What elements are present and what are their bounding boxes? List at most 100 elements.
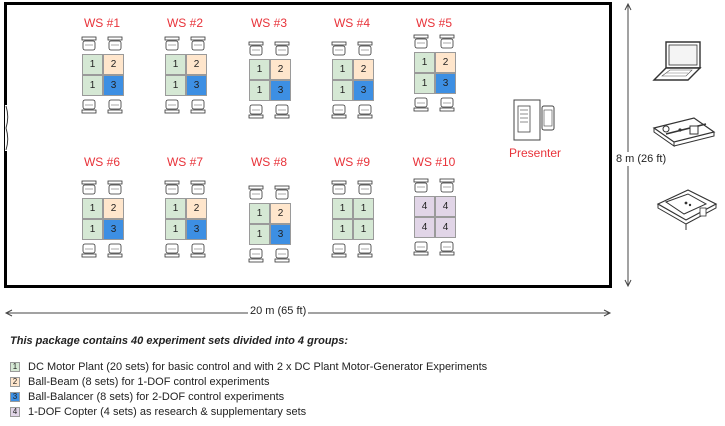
- chair-row: [163, 180, 207, 196]
- workstation-5: WS #5 1 2 1 3: [396, 14, 472, 124]
- workstation-label: WS #8: [250, 155, 287, 169]
- chair-icon: [413, 241, 429, 256]
- legend-swatch: 2: [10, 376, 20, 387]
- experiment-set-cell: 1: [82, 75, 103, 96]
- chair-icon: [357, 180, 373, 195]
- package-title: This package contains 40 experiment sets…: [10, 335, 349, 347]
- chair-row: [330, 242, 374, 258]
- height-dimension-line: [624, 2, 632, 288]
- laptop-icon: [652, 41, 702, 81]
- chair-icon: [413, 97, 429, 112]
- chair-icon: [81, 99, 97, 114]
- chair-icon: [357, 243, 373, 258]
- chair-row: [330, 180, 374, 196]
- experiment-set-cell: 2: [186, 198, 207, 219]
- experiment-set-cell: 1: [165, 198, 186, 219]
- group-legend: 1 DC Motor Plant (20 sets) for basic cont…: [10, 359, 487, 419]
- chair-icon: [331, 41, 347, 56]
- experiment-set-cell: 1: [332, 59, 353, 80]
- experiment-set-cell: 1: [332, 198, 353, 219]
- legend-text: Ball-Beam (8 sets) for 1-DOF control exp…: [28, 375, 270, 388]
- chair-icon: [190, 180, 206, 195]
- experiment-set-cell: 4: [414, 196, 435, 217]
- workstation-6: WS #6 1 2 1 3: [64, 155, 140, 270]
- chair-row: [412, 178, 456, 194]
- legend-row-group-4: 4 1-DOF Copter (4 sets) as research & sup…: [10, 404, 487, 419]
- ball-balancer-device-icon: [656, 189, 718, 230]
- experiment-set-cell: 3: [186, 75, 207, 96]
- chair-icon: [164, 99, 180, 114]
- workstation-3: WS #3 1 2 1 3: [231, 16, 307, 131]
- chair-row: [80, 36, 124, 52]
- legend-row-group-1: 1 DC Motor Plant (20 sets) for basic cont…: [10, 359, 487, 374]
- experiment-set-cell: 1: [165, 75, 186, 96]
- legend-text: 1-DOF Copter (4 sets) as research & supp…: [28, 405, 307, 418]
- experiment-set-cell: 1: [165, 54, 186, 75]
- workstation-label: WS #5: [415, 16, 452, 30]
- experiment-set-cell: 1: [332, 80, 353, 101]
- experiment-set-cell: 1: [414, 52, 435, 73]
- chair-row: [412, 96, 456, 112]
- experiment-set-cell: 2: [270, 59, 291, 80]
- chair-icon: [413, 34, 429, 49]
- width-dimension-label: 20 m (65 ft): [248, 305, 309, 317]
- chair-icon: [331, 243, 347, 258]
- chair-icon: [274, 248, 290, 263]
- workstation-label: WS #10: [412, 155, 456, 169]
- experiment-set-cell: 2: [435, 52, 456, 73]
- chair-row: [330, 41, 374, 57]
- experiment-set-cell: 1: [249, 203, 270, 224]
- experiment-set-cell: 3: [186, 219, 207, 240]
- experiment-set-cell: 3: [353, 80, 374, 101]
- experiment-set-cell: 2: [103, 54, 124, 75]
- chair-row: [247, 185, 291, 201]
- workstation-label: WS #3: [250, 16, 287, 30]
- height-dimension-label: 8 m (26 ft): [616, 152, 667, 166]
- experiment-set-cell: 3: [435, 73, 456, 94]
- experiment-set-cell: 1: [414, 73, 435, 94]
- workstation-label: WS #9: [333, 155, 370, 169]
- chair-row: [330, 103, 374, 119]
- experiment-set-cell: 3: [270, 80, 291, 101]
- door-icon: [5, 105, 19, 151]
- experiment-set-cell: 4: [435, 196, 456, 217]
- chair-row: [163, 36, 207, 52]
- experiment-set-cell: 2: [270, 203, 291, 224]
- chair-row: [163, 98, 207, 114]
- experiment-set-cell: 1: [353, 219, 374, 240]
- chair-icon: [248, 104, 264, 119]
- chair-row: [80, 180, 124, 196]
- chair-icon: [164, 243, 180, 258]
- chair-row: [412, 240, 456, 256]
- chair-row: [247, 41, 291, 57]
- chair-icon: [248, 248, 264, 263]
- chair-icon: [164, 180, 180, 195]
- workstation-label: WS #1: [83, 16, 120, 30]
- chair-icon: [439, 178, 455, 193]
- chair-icon: [107, 243, 123, 258]
- experiment-set-cell: 1: [353, 198, 374, 219]
- workstation-label: WS #4: [333, 16, 370, 30]
- experiment-set-cell: 3: [270, 224, 291, 245]
- experiment-set-cell: 3: [103, 75, 124, 96]
- workstation-1: WS #1 1 2 1 3: [64, 16, 140, 126]
- chair-icon: [413, 178, 429, 193]
- chair-row: [247, 247, 291, 263]
- experiment-set-cell: 1: [82, 54, 103, 75]
- chair-row: [412, 34, 456, 50]
- chair-row: [80, 242, 124, 258]
- chair-icon: [331, 180, 347, 195]
- chair-icon: [248, 41, 264, 56]
- chair-icon: [357, 104, 373, 119]
- chair-icon: [439, 97, 455, 112]
- chair-icon: [190, 36, 206, 51]
- experiment-set-cell: 1: [249, 59, 270, 80]
- chair-icon: [81, 243, 97, 258]
